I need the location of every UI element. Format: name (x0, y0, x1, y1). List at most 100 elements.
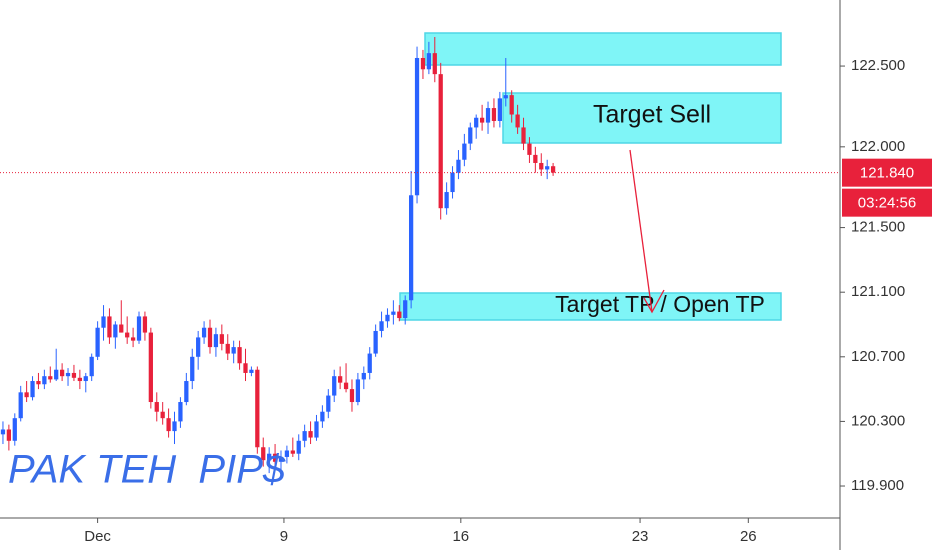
candle-body (6, 429, 12, 441)
arrow (629, 149, 665, 314)
countdown-box (842, 188, 932, 217)
candle-body (95, 327, 100, 357)
candle-body (107, 316, 112, 338)
candle-body (201, 327, 207, 338)
candle-body (373, 330, 378, 354)
candle-body (343, 382, 349, 390)
last-price-label: 121.840 (860, 165, 914, 182)
candle-body (379, 321, 384, 331)
candle-body (207, 327, 213, 348)
candle-body (385, 314, 390, 322)
candle-body (468, 127, 473, 144)
candle-body (213, 334, 219, 348)
candle-body (178, 402, 183, 422)
candle-body (255, 369, 260, 448)
x-tick-label: 23 (632, 528, 649, 545)
candle-body (367, 353, 372, 373)
candle-body (0, 429, 6, 435)
candle-body (491, 108, 497, 121)
candle-body (148, 332, 153, 403)
candle-body (89, 356, 94, 377)
candle-body (231, 347, 236, 354)
candle-body (462, 143, 467, 160)
candle-body (184, 381, 189, 403)
zone-box (399, 292, 782, 321)
y-tick-label: 121.500 (851, 219, 905, 236)
candle-body (426, 53, 432, 70)
y-tick-label: 120.700 (851, 348, 905, 365)
candle-body (509, 95, 514, 115)
candle-body (267, 453, 272, 461)
candle-body (196, 337, 201, 357)
candle-body (438, 74, 443, 209)
candle-body (219, 334, 224, 344)
candle-body (539, 162, 544, 170)
candle-body (18, 392, 23, 419)
candle-body (36, 381, 41, 385)
candle-body (533, 154, 538, 163)
candle-body (290, 450, 295, 454)
candle-body (125, 332, 130, 338)
candle-body (59, 369, 65, 377)
x-tick-label: 9 (280, 528, 288, 545)
candle-body (308, 431, 313, 438)
candle-body (261, 447, 266, 461)
candle-body (545, 166, 550, 170)
candle-body (136, 316, 142, 341)
candle-body (420, 57, 426, 70)
last-price-box (842, 158, 932, 187)
plot (0, 36, 556, 475)
candle-body (474, 117, 479, 128)
y-tick-label: 122.500 (851, 57, 905, 74)
candle-body (278, 456, 284, 462)
candle-body (119, 324, 124, 333)
candle-body (479, 117, 485, 123)
candle-body (456, 159, 461, 173)
zone-box (424, 32, 782, 66)
candle-body (527, 143, 532, 155)
candle-body (12, 418, 17, 441)
candle-body (432, 53, 437, 75)
candle-body (101, 316, 106, 328)
x-tick-label: 16 (452, 528, 469, 545)
candle-body (314, 421, 319, 438)
candle-body (521, 127, 526, 144)
candle-body (403, 300, 408, 319)
annotation: Target TP / Open TP (555, 291, 765, 317)
candle-body (302, 431, 307, 441)
candle-body (243, 363, 248, 373)
candle-body (326, 395, 331, 412)
candle-body (408, 195, 414, 301)
x-tick-label: 26 (740, 528, 757, 545)
arrow-line (629, 149, 653, 313)
candle-body (142, 316, 148, 333)
candle-body (30, 381, 35, 398)
y-tick-label: 119.900 (851, 477, 904, 494)
candle-body (355, 379, 361, 403)
candle-body (77, 377, 82, 382)
zone-box (502, 92, 782, 144)
watermark: PAK TEH PIP$ (8, 448, 286, 492)
candle-body (332, 376, 337, 396)
candle-body (65, 372, 71, 377)
candle-body (414, 57, 420, 196)
y-tick-label: 121.100 (851, 283, 905, 300)
zones (399, 32, 782, 321)
arrow-head (643, 289, 665, 314)
candle-body (320, 411, 325, 422)
candle-body (391, 311, 396, 315)
candle-body (349, 389, 355, 403)
candle-body (130, 337, 136, 341)
candle-body (24, 392, 29, 398)
candle-body (284, 450, 290, 457)
candle-body (485, 108, 491, 123)
y-tick-label: 122.000 (851, 138, 905, 155)
candle-body (503, 95, 508, 99)
candle-body (71, 372, 77, 378)
candle-body (172, 421, 177, 432)
candle-body (225, 343, 230, 354)
candle-body (190, 356, 195, 382)
candle-body (249, 369, 254, 373)
